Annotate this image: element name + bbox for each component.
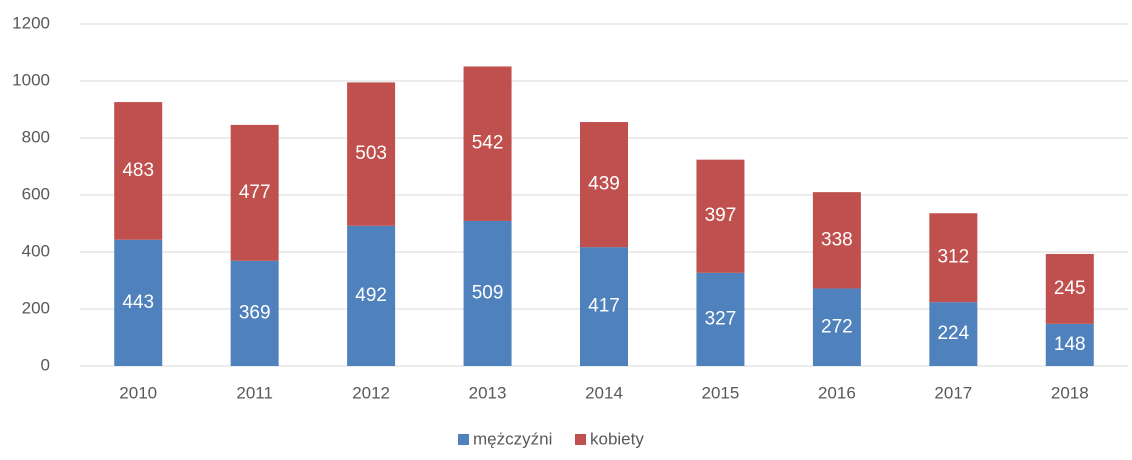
bar-segment bbox=[929, 302, 978, 366]
data-label: 338 bbox=[821, 229, 853, 250]
bar-segment bbox=[1045, 253, 1094, 324]
bar-segment bbox=[1045, 323, 1094, 366]
bar-segment bbox=[347, 225, 396, 366]
bar-segment bbox=[696, 272, 745, 366]
bar-segment bbox=[580, 247, 628, 366]
y-tick-label: 200 bbox=[22, 298, 50, 317]
bar-segment bbox=[580, 122, 628, 248]
x-tick-label: 2012 bbox=[352, 383, 390, 402]
y-tick-label: 1200 bbox=[12, 13, 50, 32]
bar-segment bbox=[230, 260, 279, 366]
data-label: 417 bbox=[588, 296, 620, 317]
data-label: 245 bbox=[1054, 278, 1086, 299]
bar-segment bbox=[812, 288, 861, 366]
y-tick-label: 400 bbox=[22, 241, 50, 260]
bar-segment bbox=[347, 82, 396, 226]
y-tick-label: 1000 bbox=[12, 70, 50, 89]
data-label: 477 bbox=[239, 182, 271, 203]
data-label: 439 bbox=[588, 174, 620, 195]
legend-label: mężczyźni bbox=[473, 429, 552, 448]
data-label: 224 bbox=[937, 323, 969, 344]
bar-segment bbox=[114, 102, 163, 240]
data-label: 443 bbox=[122, 292, 154, 313]
bar-segment bbox=[463, 66, 512, 221]
x-tick-label: 2015 bbox=[702, 383, 740, 402]
y-tick-label: 0 bbox=[41, 355, 50, 374]
x-tick-label: 2013 bbox=[469, 383, 507, 402]
bar-segment bbox=[812, 192, 861, 289]
data-label: 503 bbox=[355, 143, 387, 164]
data-label: 369 bbox=[239, 302, 271, 323]
x-tick-label: 2011 bbox=[236, 383, 273, 402]
data-label: 483 bbox=[122, 160, 154, 181]
data-label: 509 bbox=[472, 282, 504, 303]
bar-segment bbox=[463, 220, 512, 366]
bar-segment bbox=[929, 213, 978, 303]
x-tick-label: 2014 bbox=[585, 383, 623, 402]
bar-segment bbox=[114, 239, 163, 366]
bar-segment bbox=[696, 159, 745, 273]
data-label: 272 bbox=[821, 316, 853, 337]
bar-segment bbox=[230, 124, 279, 261]
x-tick-label: 2016 bbox=[818, 383, 856, 402]
legend-label: kobiety bbox=[590, 429, 644, 448]
data-label: 327 bbox=[705, 308, 737, 329]
data-label: 542 bbox=[472, 133, 504, 154]
x-tick-label: 2010 bbox=[119, 383, 157, 402]
data-label: 312 bbox=[937, 247, 969, 268]
data-label: 492 bbox=[355, 285, 387, 306]
y-tick-label: 800 bbox=[22, 127, 50, 146]
data-label: 397 bbox=[705, 205, 737, 226]
y-tick-label: 600 bbox=[22, 184, 50, 203]
data-label: 148 bbox=[1054, 334, 1086, 355]
x-tick-label: 2018 bbox=[1051, 383, 1089, 402]
legend-swatch bbox=[575, 434, 586, 445]
legend-swatch bbox=[458, 434, 469, 445]
x-tick-label: 2017 bbox=[934, 383, 972, 402]
